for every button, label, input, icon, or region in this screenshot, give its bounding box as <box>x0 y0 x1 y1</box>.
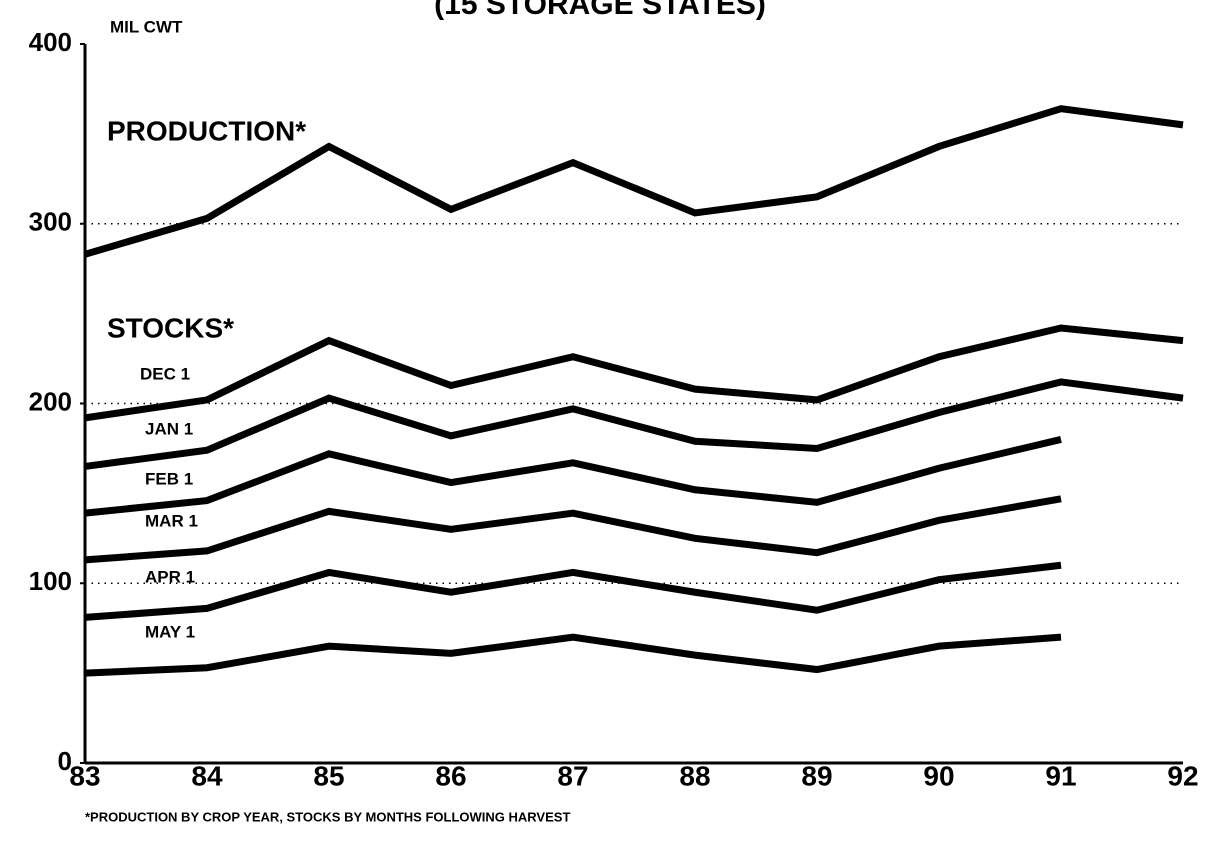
series-line <box>84 495 1062 564</box>
series-line <box>84 324 1184 422</box>
chart-title: (15 STORAGE STATES) <box>434 0 766 21</box>
series-line <box>84 633 1062 677</box>
y-axis-label: MIL CWT <box>110 17 183 36</box>
series-label: MAY 1 <box>145 622 195 641</box>
y-tick-label: 200 <box>29 386 72 416</box>
series-label: JAN 1 <box>145 419 193 438</box>
y-tick-label: 100 <box>29 566 72 596</box>
series-label: PRODUCTION* <box>107 115 306 146</box>
y-tick-label: 300 <box>29 207 72 237</box>
series-label: DEC 1 <box>140 364 190 383</box>
x-tick-label: 87 <box>557 760 588 791</box>
series-line <box>84 105 1184 258</box>
x-tick-label: 83 <box>69 760 100 791</box>
x-tick-label: 85 <box>313 760 344 791</box>
x-tick-label: 92 <box>1167 760 1198 791</box>
y-tick-label: 400 <box>29 27 72 57</box>
x-tick-label: 90 <box>923 760 954 791</box>
series-label: FEB 1 <box>145 469 193 488</box>
series-line <box>84 436 1062 517</box>
x-tick-label: 86 <box>435 760 466 791</box>
series-line <box>84 378 1184 470</box>
series-label: APR 1 <box>145 567 195 586</box>
series-label: MAR 1 <box>145 511 198 530</box>
x-tick-label: 88 <box>679 760 710 791</box>
footnote: *PRODUCTION BY CROP YEAR, STOCKS BY MONT… <box>85 809 570 824</box>
x-tick-label: 91 <box>1045 760 1076 791</box>
annotation: STOCKS* <box>107 312 234 343</box>
y-tick-label: 0 <box>58 746 72 776</box>
x-tick-label: 89 <box>801 760 832 791</box>
x-tick-label: 84 <box>191 760 223 791</box>
series-line <box>84 561 1062 621</box>
